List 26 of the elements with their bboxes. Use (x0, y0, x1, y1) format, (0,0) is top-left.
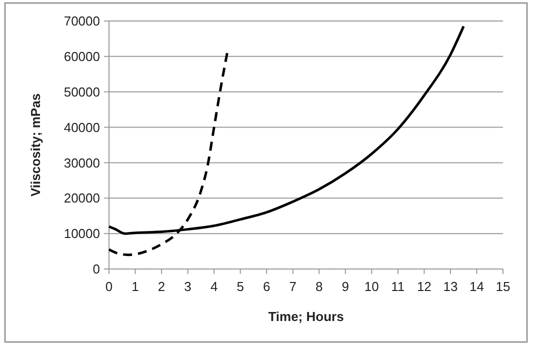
x-tick-label: 9 (342, 279, 350, 294)
y-tick-label: 0 (92, 262, 100, 277)
x-tick-label: 7 (289, 279, 296, 294)
x-tick-label: 12 (416, 279, 432, 294)
x-tick-label: 6 (262, 279, 270, 294)
y-axis-title: Viiscosity; mPas (28, 93, 43, 197)
x-tick-label: 1 (132, 279, 139, 294)
x-tick-label: 14 (470, 279, 484, 294)
y-tick-label: 30000 (64, 155, 100, 170)
y-tick-label: 50000 (64, 84, 100, 100)
x-tick-label: 5 (236, 279, 244, 294)
y-tick-label: 60000 (64, 48, 100, 64)
x-tick-label: 13 (443, 279, 458, 294)
y-tick-label: 20000 (64, 190, 100, 206)
x-tick-label: 10 (364, 279, 379, 294)
y-tick-label: 10000 (64, 226, 100, 242)
x-tick-label: 0 (105, 279, 113, 294)
x-tick-label: 15 (496, 279, 510, 294)
x-axis-title: Time; Hours (268, 309, 344, 324)
x-tick-label: 3 (184, 279, 192, 294)
y-tick-label: 40000 (64, 120, 100, 135)
x-tick-label: 2 (158, 279, 166, 294)
x-tick-label: 4 (210, 279, 218, 294)
x-tick-label: 11 (391, 279, 405, 294)
x-tick-label: 8 (316, 279, 323, 294)
y-tick-label: 70000 (64, 14, 100, 29)
